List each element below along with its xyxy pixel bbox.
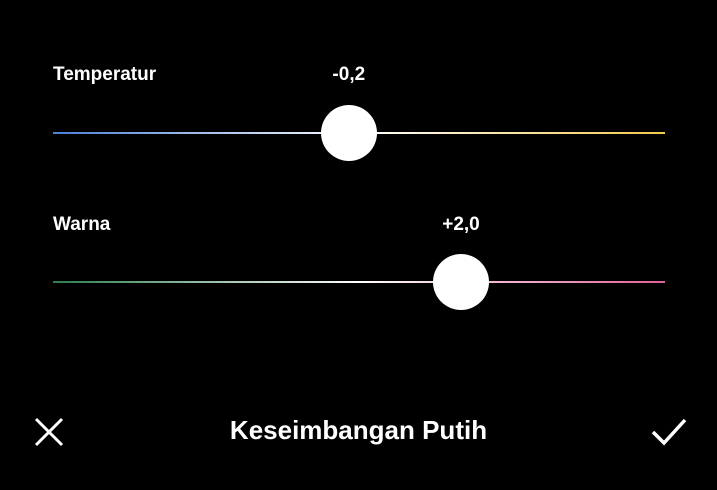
- slider-thumb[interactable]: [433, 254, 489, 310]
- slider-label: Temperatur: [53, 64, 157, 85]
- slider-track[interactable]: [53, 281, 665, 283]
- cancel-button[interactable]: [29, 412, 69, 452]
- slider-thumb[interactable]: [320, 105, 377, 161]
- slider-label: Warna: [53, 214, 111, 235]
- check-icon: [651, 418, 687, 446]
- close-icon: [34, 417, 64, 447]
- slider-value: +2,0: [442, 214, 480, 235]
- slider-value: -0,2: [332, 64, 366, 85]
- confirm-button[interactable]: [649, 412, 689, 452]
- page-title: Keseimbangan Putih: [229, 415, 488, 445]
